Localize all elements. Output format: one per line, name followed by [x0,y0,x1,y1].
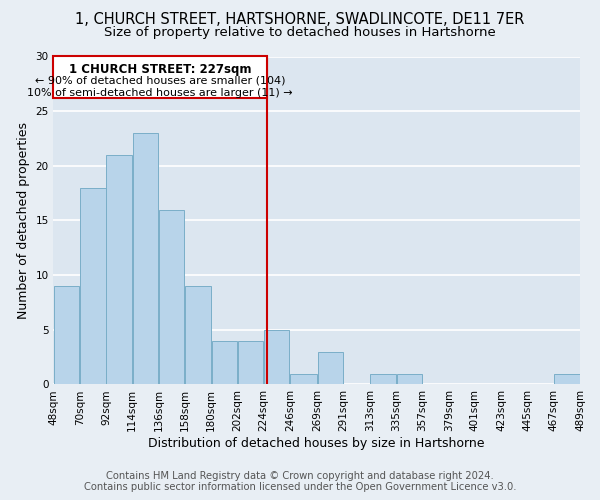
Bar [106,155,132,384]
Bar [264,330,289,384]
Y-axis label: Number of detached properties: Number of detached properties [17,122,30,319]
Bar [185,286,211,384]
Bar [290,374,317,384]
Bar [554,374,580,384]
Text: 10% of semi-detached houses are larger (11) →: 10% of semi-detached houses are larger (… [28,88,293,98]
Text: ← 90% of detached houses are smaller (104): ← 90% of detached houses are smaller (10… [35,76,286,86]
Bar [133,133,158,384]
Bar [53,56,267,98]
Bar [370,374,395,384]
Bar [159,210,184,384]
Text: Contains HM Land Registry data © Crown copyright and database right 2024.
Contai: Contains HM Land Registry data © Crown c… [84,471,516,492]
Bar [54,286,79,384]
Bar [397,374,422,384]
Bar [318,352,343,384]
Bar [212,340,237,384]
Bar [80,188,106,384]
Text: Size of property relative to detached houses in Hartshorne: Size of property relative to detached ho… [104,26,496,39]
Text: 1 CHURCH STREET: 227sqm: 1 CHURCH STREET: 227sqm [69,63,251,76]
X-axis label: Distribution of detached houses by size in Hartshorne: Distribution of detached houses by size … [148,437,485,450]
Bar [238,340,263,384]
Text: 1, CHURCH STREET, HARTSHORNE, SWADLINCOTE, DE11 7ER: 1, CHURCH STREET, HARTSHORNE, SWADLINCOT… [76,12,524,28]
